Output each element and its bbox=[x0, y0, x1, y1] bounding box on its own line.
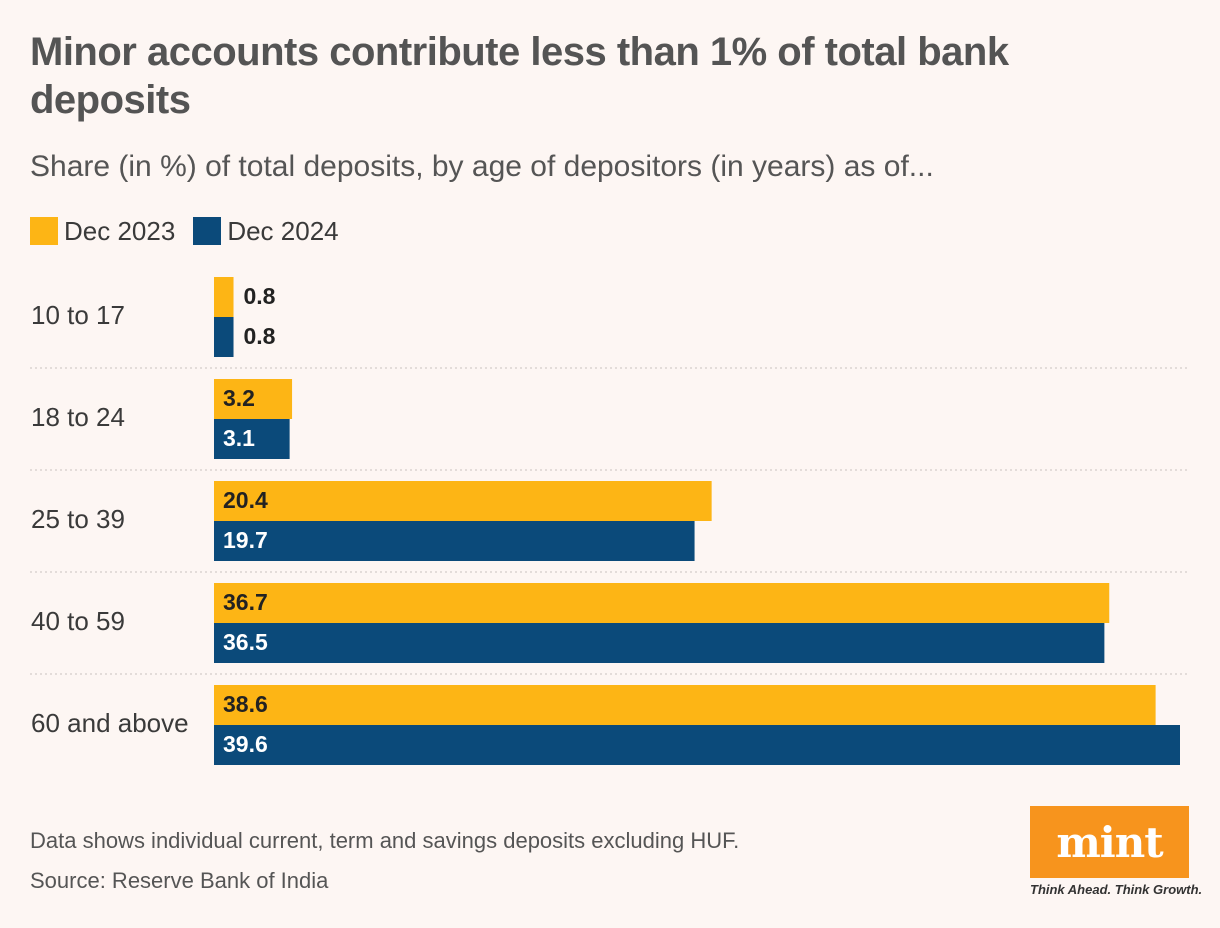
legend-swatch-dec-2023 bbox=[30, 217, 58, 245]
bar-dec-2024-60-and-above bbox=[214, 725, 1180, 765]
bar-dec-2024-18-to-24 bbox=[214, 419, 290, 459]
category-label-40-to-59: 40 to 59 bbox=[31, 606, 125, 636]
logo-tagline: Think Ahead. Think Growth. bbox=[1030, 882, 1203, 897]
bar-dec-2023-40-to-59 bbox=[214, 583, 1110, 623]
legend-item-dec-2023: Dec 2023 bbox=[30, 216, 175, 247]
value-label-dec-2024-25-to-39: 19.7 bbox=[223, 527, 268, 553]
value-label-dec-2023-18-to-24: 3.2 bbox=[223, 385, 255, 411]
value-label-dec-2024-18-to-24: 3.1 bbox=[223, 425, 255, 451]
bar-chart: 10 to 17 0.8 0.8 18 to 24 3.2 3.1 25 to 39 20.4… bbox=[30, 277, 1190, 765]
legend-item-dec-2024: Dec 2024 bbox=[193, 215, 339, 247]
chart-title: Minor accounts contribute less than 1% o… bbox=[30, 30, 1009, 122]
bar-dec-2023-10-to-17 bbox=[214, 277, 234, 317]
chart-subtitle: Share (in %) of total deposits, by age o… bbox=[30, 150, 934, 183]
category-label-25-to-39: 25 to 39 bbox=[31, 504, 125, 534]
mint-logo: mint bbox=[1030, 806, 1189, 878]
value-label-dec-2023-40-to-59: 36.7 bbox=[223, 589, 268, 615]
value-label-dec-2024-60-and-above: 39.6 bbox=[223, 731, 268, 757]
bar-dec-2023-25-to-39 bbox=[214, 481, 712, 521]
source-note: Source: Reserve Bank of India bbox=[30, 868, 329, 893]
legend-label-dec-2024: Dec 2024 bbox=[227, 215, 339, 246]
bar-dec-2023-60-and-above bbox=[214, 685, 1156, 725]
bar-dec-2024-25-to-39 bbox=[214, 521, 695, 561]
value-label-dec-2023-25-to-39: 20.4 bbox=[223, 487, 268, 513]
category-label-10-to-17: 10 to 17 bbox=[31, 300, 125, 330]
bar-dec-2024-10-to-17 bbox=[214, 317, 234, 357]
legend-label-dec-2023: Dec 2023 bbox=[64, 215, 176, 246]
bar-dec-2024-40-to-59 bbox=[214, 623, 1105, 663]
legend: Dec 2023 Dec 2024 bbox=[30, 214, 357, 248]
value-label-dec-2023-60-and-above: 38.6 bbox=[223, 691, 268, 717]
value-label-dec-2023-10-to-17: 0.8 bbox=[244, 283, 276, 309]
value-label-dec-2024-10-to-17: 0.8 bbox=[244, 323, 276, 349]
footnote: Data shows individual current, term and … bbox=[30, 828, 740, 853]
category-label-18-to-24: 18 to 24 bbox=[31, 402, 125, 432]
logo-text: mint bbox=[1056, 817, 1163, 867]
value-label-dec-2024-40-to-59: 36.5 bbox=[223, 629, 268, 655]
category-label-60-and-above: 60 and above bbox=[31, 708, 189, 738]
bar-dec-2023-18-to-24 bbox=[214, 379, 293, 419]
legend-swatch-dec-2024 bbox=[193, 217, 222, 245]
